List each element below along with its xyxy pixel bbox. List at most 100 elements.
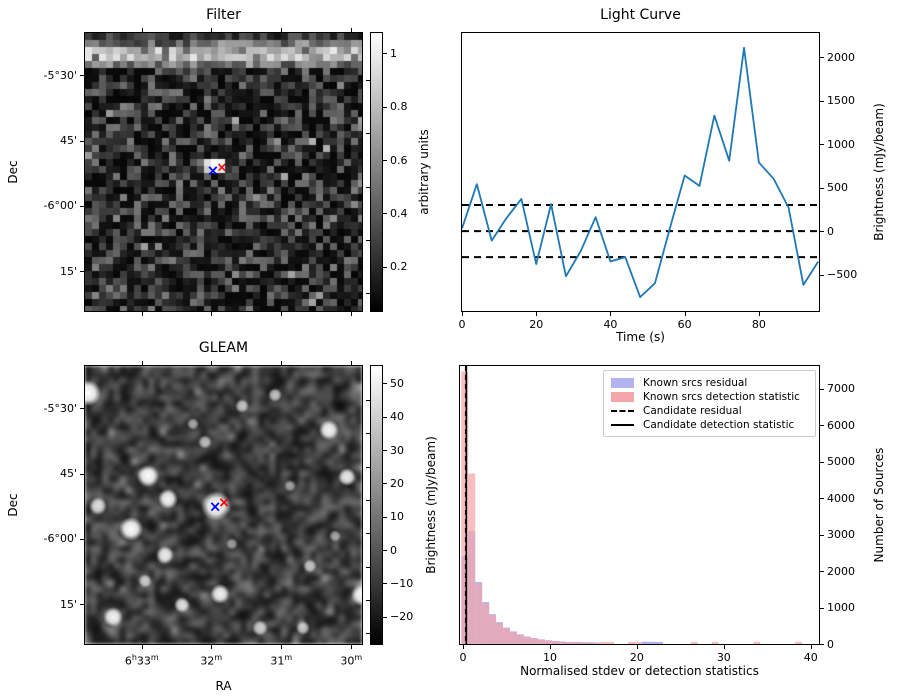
light-curve-ylabel: Brightness (mJy/beam) [872,103,886,241]
colorbar-tick [383,213,387,215]
filter-xtick-bottom [141,312,143,316]
histogram-bar [551,641,559,644]
gleam-ytick-label: -5°30' [43,401,78,415]
colorbar-tick-label: 0.8 [390,100,408,114]
colorbar-minor-tick [366,186,370,188]
colorbar-tick-label: 20 [390,476,404,490]
legend-label: Known srcs residual [643,376,748,389]
colorbar-minor-tick [366,80,370,81]
colorbar-tick [383,416,387,418]
hist-ytick-label: 5000 [827,455,855,469]
legend-label: Known srcs detection statistic [643,390,800,403]
legend-label: Candidate detection statistic [643,418,795,431]
gleam-xtick-top [211,361,213,365]
known-source-position-marker-icon: × [218,495,230,512]
lc-xtick-label: 40 [603,318,618,331]
filter-ytick-label: -5°30' [43,68,78,82]
colorbar-tick [383,550,387,551]
gleam-xtick-label: 32m [200,653,223,668]
colorbar-tick-label: 30 [390,443,404,457]
hist-xtick [810,645,812,649]
gleam-xtick-bottom [141,645,143,649]
hist-xtick [463,645,465,649]
colorbar-tick [383,160,387,161]
lc-ytick-label: 0 [827,224,834,238]
hist-xtick-label: 0 [459,651,467,664]
histogram-bar [558,641,566,644]
gleam-ytick-label: -6°00' [43,532,78,546]
filter-ytick [80,271,84,273]
colorbar-minor-tick [366,533,370,535]
histogram-bar [461,371,469,644]
colorbar-tick-label: −10 [390,576,414,590]
hist-ytick [820,534,824,536]
colorbar-tick-label: 0.6 [390,153,408,167]
candidate-detection-statistic-swatch [611,423,634,426]
histogram-bar [642,641,650,644]
legend-item: Candidate residual [611,404,808,417]
gleam-ytick-label: 15' [59,597,77,611]
candidate-position-marker-icon: × [206,161,220,180]
histogram-bar [509,631,517,644]
histogram-bar [530,638,538,644]
colorbar-tick-label: 0.4 [390,206,408,220]
histogram-bar [600,641,608,644]
histogram-ylabel: Number of Sources [872,447,886,563]
lc-ytick [820,231,824,233]
filter-colorbar [370,32,383,312]
lc-xtick [462,312,463,316]
colorbar-minor-tick [366,400,370,401]
filter-xtick-bottom [351,312,353,316]
colorbar-minor-tick [366,133,370,135]
gleam-image-panel [84,365,363,645]
lc-ytick [820,274,824,276]
colorbar-tick [383,266,387,268]
lc-ytick-label: 1500 [827,94,855,108]
hist-xtick [636,645,638,649]
filter-xtick-bottom [211,312,213,316]
histogram-xlabel: Normalised stdev or detection statistics [520,664,759,678]
histogram-bar [523,636,531,644]
filter-colorbar-label: arbitrary units [417,129,431,215]
lc-xtick-label: 20 [529,318,544,331]
lc-xtick [610,312,612,316]
gleam-xtick-top [351,361,353,365]
lc-xtick-label: 0 [458,318,466,331]
gleam-ytick [80,408,84,410]
filter-ytick-label: -6°00' [43,199,78,213]
hist-xtick-label: 10 [542,651,557,664]
hist-ytick-label: 3000 [827,528,855,542]
known-srcs-residual-swatch [611,377,634,388]
histogram-bar [711,641,719,644]
filter-ytick [80,140,84,142]
gleam-colorbar [370,365,383,645]
gleam-xtick-label: 30m [340,653,363,668]
hist-xtick-label: 40 [803,651,818,664]
hist-xtick [549,645,551,649]
filter-ytick [80,205,84,207]
colorbar-minor-tick [366,293,370,295]
histogram-bar [503,628,510,644]
gleam-xlabel: RA [215,679,232,693]
histogram-bar [579,642,587,644]
candidate-residual-swatch [611,409,634,412]
gleam-xtick-bottom [211,645,213,649]
hist-xtick-label: 20 [629,651,644,664]
colorbar-tick [383,106,387,108]
lc-xtick [758,312,760,316]
hist-ytick [820,461,824,463]
histogram-bar [537,639,545,644]
colorbar-minor-tick [366,600,370,601]
lc-xtick [684,312,686,316]
light-curve-panel [461,32,820,312]
hist-ytick [820,644,824,645]
colorbar-tick [383,450,387,451]
lc-ytick-label: −500 [827,268,858,281]
histogram-bar [656,641,663,644]
histogram-bar [489,614,497,644]
histogram-plot [461,366,803,644]
colorbar-tick-label: 0 [390,543,397,557]
histogram-bar [468,473,476,644]
colorbar-minor-tick [366,633,370,635]
histogram-bar [753,641,761,644]
